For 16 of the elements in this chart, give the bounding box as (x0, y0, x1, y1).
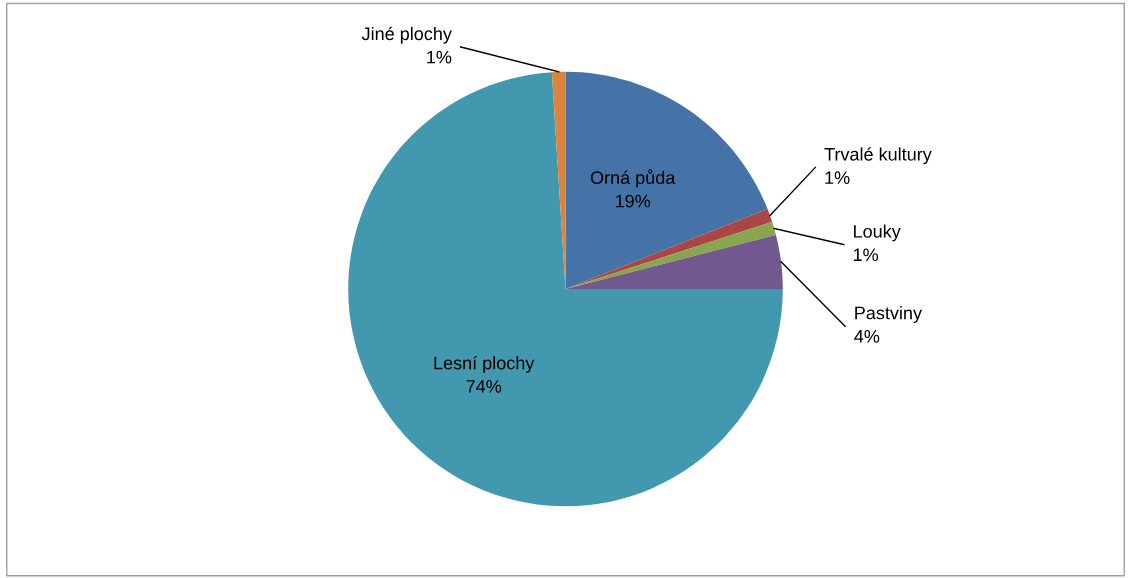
pie-slice (551, 71, 566, 289)
slice-label: Jiné plochy (361, 26, 452, 44)
slice-label: Louky (854, 224, 901, 242)
slice-label: Lesní plochy (434, 355, 535, 373)
pie-slice (565, 234, 783, 289)
data-label: 1% (427, 50, 452, 64)
pie-slice (565, 71, 768, 289)
data-label: 19% (615, 194, 651, 208)
data-label: 74% (466, 380, 502, 393)
slice-label: Trvalé kultury (824, 147, 932, 165)
pie-slice (348, 72, 783, 507)
slice-label: Pastviny (855, 306, 922, 323)
data-label: 1% (825, 171, 850, 184)
data-label: 4% (854, 330, 880, 343)
slice-label: Orná půda (590, 169, 676, 188)
data-label: 1% (853, 248, 878, 262)
